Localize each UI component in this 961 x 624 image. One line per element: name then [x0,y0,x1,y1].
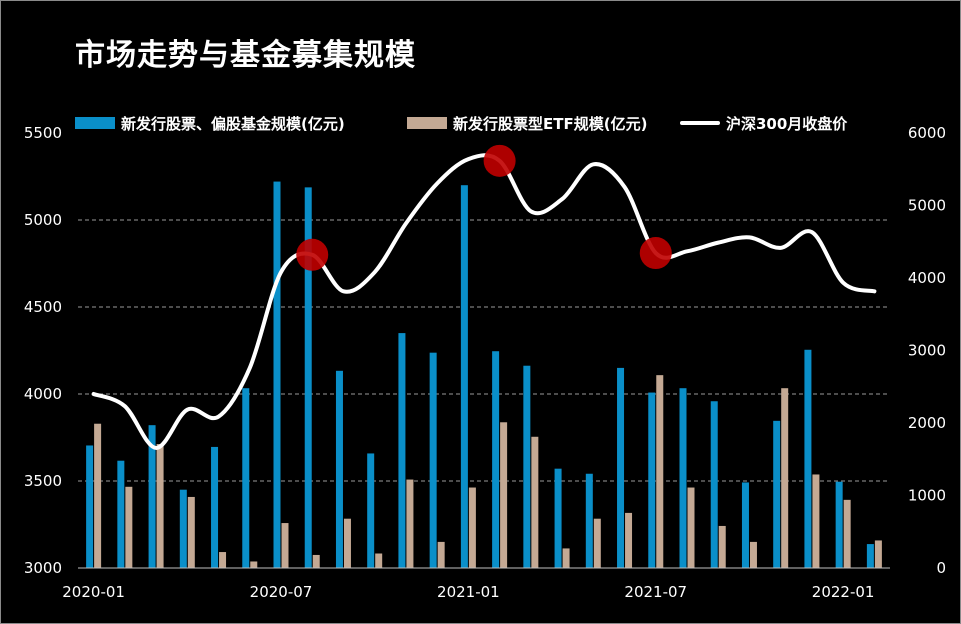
bar-etf-scale [468,487,476,568]
bar-fund-scale [585,473,593,568]
legend-label-etf-scale: 新发行股票型ETF规模(亿元) [453,114,648,133]
bar-fund-scale [554,468,562,568]
bar-fund-scale [429,352,437,568]
x-tick-label: 2022-01 [812,583,875,601]
y-left-tick-label: 4500 [24,298,62,316]
y-left-tick-label: 3500 [24,472,62,490]
bar-fund-scale [211,446,219,568]
bar-fund-scale [148,425,156,568]
legend-item-fund-scale: 新发行股票、偏股基金规模(亿元) [75,110,345,136]
legend-line-csi300 [680,121,720,125]
bar-etf-scale [437,541,445,568]
bar-etf-scale [125,486,133,568]
bar-fund-scale [617,367,625,568]
y-right-tick-label: 1000 [908,487,946,505]
bar-etf-scale [250,561,258,568]
y-right-tick-label: 5000 [908,197,946,215]
bar-etf-scale [749,541,757,568]
bar-etf-scale [500,422,508,568]
bar-fund-scale [179,489,187,568]
bar-etf-scale [343,518,351,568]
legend-swatch-etf-scale [407,117,447,129]
x-tick-label: 2021-07 [624,583,687,601]
y-right-tick-label: 6000 [908,124,946,142]
y-right-tick-label: 3000 [908,342,946,360]
bar-fund-scale [304,187,312,568]
bar-etf-scale [187,496,195,568]
bar-etf-scale [593,518,601,568]
y-right-tick-label: 2000 [908,414,946,432]
y-left-tick-label: 3000 [24,559,62,577]
bar-fund-scale [492,351,500,568]
y-right-tick-label: 4000 [908,269,946,287]
x-tick-label: 2020-07 [250,583,313,601]
bar-fund-scale [273,181,281,568]
bar-etf-scale [281,523,289,568]
bar-etf-scale [781,388,789,568]
bar-etf-scale [406,479,414,568]
highlight-marker [483,144,516,177]
y-left-tick-label: 4000 [24,385,62,403]
bar-etf-scale [562,548,570,568]
bar-etf-scale [312,554,320,568]
legend-label-fund-scale: 新发行股票、偏股基金规模(亿元) [121,114,345,133]
legend-item-etf-scale: 新发行股票型ETF规模(亿元) [407,110,647,136]
y-left-tick-label: 5000 [24,211,62,229]
bar-fund-scale [866,544,874,568]
bar-etf-scale [718,525,726,568]
bar-fund-scale [86,445,94,568]
bar-fund-scale [367,453,375,568]
x-tick-label: 2021-01 [437,583,500,601]
bar-etf-scale [156,444,164,568]
bar-fund-scale [741,482,749,568]
legend-item-csi300: 沪深300月收盘价 [680,110,847,136]
y-right-tick-label: 0 [936,559,946,577]
bar-fund-scale [804,349,812,568]
bar-fund-scale [835,481,843,568]
bar-fund-scale [523,365,531,568]
bar-fund-scale [710,401,718,568]
bar-fund-scale [648,392,656,568]
bar-etf-scale [843,499,851,568]
line-csi300 [91,153,877,450]
bar-fund-scale [773,420,781,568]
bar-etf-scale [874,540,882,568]
bar-etf-scale [94,423,102,568]
chart-title: 市场走势与基金募集规模 [75,38,416,73]
bar-fund-scale [460,185,468,568]
bar-etf-scale [656,375,664,568]
bar-etf-scale [375,553,383,568]
x-tick-label: 2020-01 [62,583,125,601]
bar-fund-scale [335,370,343,568]
bar-fund-scale [242,388,250,568]
bar-fund-scale [117,460,125,568]
bar-etf-scale [812,474,820,568]
highlight-marker [296,238,329,271]
legend-label-csi300: 沪深300月收盘价 [726,114,848,133]
bar-fund-scale [679,388,687,568]
highlight-marker [639,237,672,270]
legend-swatch-fund-scale [75,117,115,129]
y-left-tick-label: 5500 [24,124,62,142]
bar-etf-scale [625,512,633,568]
bar-etf-scale [531,436,539,568]
bar-fund-scale [398,333,406,568]
bar-etf-scale [687,487,695,568]
bar-etf-scale [219,552,227,568]
